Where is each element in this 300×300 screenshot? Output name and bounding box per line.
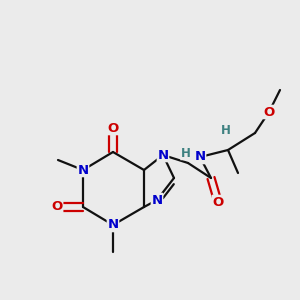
Text: O: O bbox=[51, 200, 63, 214]
Text: N: N bbox=[158, 148, 169, 161]
Text: H: H bbox=[221, 124, 230, 137]
Text: N: N bbox=[107, 218, 118, 232]
Text: H: H bbox=[181, 147, 190, 160]
Text: O: O bbox=[263, 106, 274, 118]
Text: O: O bbox=[212, 196, 224, 208]
Text: O: O bbox=[107, 122, 118, 134]
Text: N: N bbox=[77, 164, 88, 176]
Text: N: N bbox=[194, 151, 206, 164]
Text: N: N bbox=[152, 194, 163, 206]
